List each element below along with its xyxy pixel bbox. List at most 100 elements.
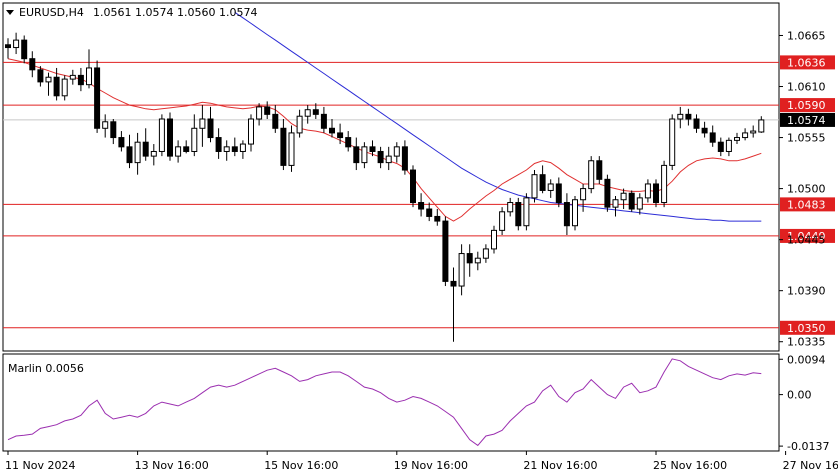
level-label: 1.0350 bbox=[787, 322, 826, 335]
bull-candle bbox=[385, 155, 392, 164]
bull-candle bbox=[393, 146, 400, 157]
oscillator-tick-label: 0.00 bbox=[787, 389, 812, 402]
bear-candle bbox=[272, 113, 279, 129]
candles bbox=[5, 32, 765, 342]
marlin-line bbox=[7, 358, 762, 447]
bear-candle bbox=[183, 146, 190, 152]
bull-candle bbox=[69, 74, 76, 80]
bull-candle bbox=[256, 106, 263, 120]
price-tick-label: 1.0500 bbox=[787, 183, 826, 196]
bear-candle bbox=[377, 150, 384, 164]
price-tick-label: 1.0555 bbox=[787, 132, 826, 145]
oscillator-tick-label: 0.0094 bbox=[787, 353, 826, 366]
time-axis: 11 Nov 2024 13 Nov 16:00 15 Nov 16:00 19 No… bbox=[5, 451, 838, 472]
bear-candle bbox=[264, 106, 271, 115]
bear-candle bbox=[37, 69, 44, 83]
bear-candle bbox=[337, 132, 344, 139]
bull-candle bbox=[734, 137, 740, 141]
bull-candle bbox=[239, 143, 246, 152]
bear-candle bbox=[53, 76, 60, 97]
bull-candle bbox=[134, 141, 141, 164]
price-tick-label: 1.0665 bbox=[787, 29, 826, 42]
bear-candle bbox=[21, 39, 28, 60]
level-label: 1.0636 bbox=[787, 56, 826, 69]
level-label-bg bbox=[780, 55, 835, 70]
bull-candle bbox=[199, 118, 206, 129]
bull-candle bbox=[531, 174, 538, 199]
level-label: 1.0590 bbox=[787, 99, 826, 112]
bear-candle bbox=[604, 178, 611, 208]
bear-candle bbox=[29, 58, 36, 71]
bear-candle bbox=[685, 113, 692, 120]
bear-candle bbox=[369, 146, 376, 152]
bull-candle bbox=[288, 132, 295, 166]
bull-candle bbox=[758, 119, 765, 133]
bear-candle bbox=[401, 146, 408, 171]
level-label: 1.0483 bbox=[787, 198, 826, 211]
bear-candle bbox=[442, 220, 449, 282]
bull-candle bbox=[507, 202, 514, 213]
bull-candle bbox=[13, 39, 20, 49]
fast-moving-average bbox=[7, 58, 762, 222]
bull-candle bbox=[304, 109, 311, 117]
current-price-tag-bg bbox=[780, 112, 835, 127]
level-label-bg bbox=[780, 228, 835, 243]
price-axis: 1.0665 1.0610 1.0555 1.0500 1.0445 1.0390 1.03… bbox=[779, 29, 835, 453]
time-tick-label: 21 Nov 16:00 bbox=[523, 459, 597, 472]
bear-candle bbox=[126, 146, 133, 164]
bull-candle bbox=[547, 183, 554, 191]
bull-candle bbox=[750, 130, 757, 134]
price-tick-label: 1.0335 bbox=[787, 336, 826, 349]
bear-candle bbox=[450, 280, 457, 287]
bear-candle bbox=[434, 215, 441, 222]
bear-candle bbox=[418, 202, 425, 210]
time-tick-label: 13 Nov 16:00 bbox=[135, 459, 209, 472]
oscillator-panel-frame bbox=[2, 353, 780, 452]
bull-candle bbox=[725, 139, 732, 152]
bear-candle bbox=[653, 183, 659, 204]
bear-candle bbox=[555, 183, 562, 204]
bull-candle bbox=[102, 121, 109, 129]
bull-candle bbox=[61, 78, 68, 97]
bear-candle bbox=[118, 137, 125, 148]
bull-candle bbox=[191, 127, 198, 152]
bear-candle bbox=[515, 202, 522, 227]
bull-candle bbox=[523, 197, 530, 227]
bull-candle bbox=[572, 199, 578, 227]
bull-candle bbox=[620, 192, 627, 201]
bull-candle bbox=[248, 118, 254, 145]
bear-candle bbox=[466, 253, 473, 264]
bear-candle bbox=[5, 44, 11, 49]
bull-candle bbox=[296, 115, 303, 134]
time-tick-label: 25 Nov 16:00 bbox=[653, 459, 727, 472]
bull-candle bbox=[491, 229, 497, 250]
bull-candle bbox=[223, 146, 230, 152]
indicator-label: Marlin 0.0056 bbox=[8, 362, 84, 375]
bear-candle bbox=[231, 146, 238, 152]
symbol-dropdown-icon[interactable] bbox=[6, 10, 14, 15]
symbol-label: EURUSD,H4 bbox=[19, 6, 84, 19]
bull-candle bbox=[499, 211, 506, 231]
price-tick-label: 1.0390 bbox=[787, 285, 826, 298]
bull-candle bbox=[644, 183, 651, 199]
bull-candle bbox=[742, 132, 749, 139]
bear-candle bbox=[709, 132, 716, 143]
price-tick-label: 1.0610 bbox=[787, 81, 826, 94]
bear-candle bbox=[426, 208, 433, 217]
main-panel-frame bbox=[2, 2, 780, 352]
price-tick-label: 1.0445 bbox=[787, 234, 826, 247]
bear-candle bbox=[539, 174, 546, 191]
price-levels: 1.0636 1.0590 1.0483 1.0449 1.0350 bbox=[3, 55, 835, 335]
bear-candle bbox=[596, 160, 603, 180]
bull-candle bbox=[482, 248, 489, 259]
bull-candle bbox=[588, 160, 595, 190]
level-label-bg bbox=[780, 197, 835, 212]
bull-candle bbox=[158, 118, 165, 152]
bear-candle bbox=[329, 127, 335, 134]
bull-candle bbox=[150, 150, 157, 157]
level-label-bg bbox=[780, 320, 835, 335]
bull-candle bbox=[458, 253, 465, 287]
bull-candle bbox=[361, 146, 368, 164]
bear-candle bbox=[94, 67, 101, 129]
